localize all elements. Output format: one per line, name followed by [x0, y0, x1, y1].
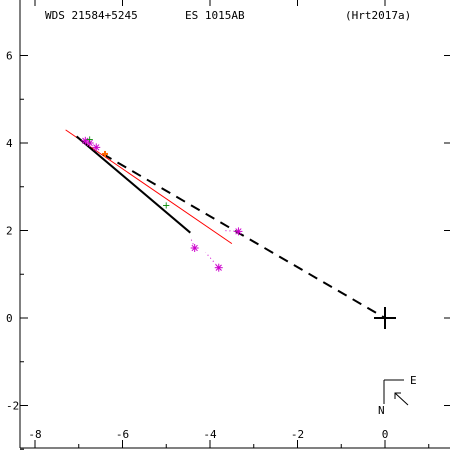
- header-reference: (Hrt2017a): [345, 9, 412, 22]
- x-tick-label: -8: [28, 428, 41, 441]
- plot-frame: [19, 0, 450, 449]
- motion-arrow-shaft: [394, 392, 409, 406]
- compass-north-label: N: [378, 404, 385, 417]
- observation-point: [214, 263, 223, 272]
- motion-arrow-head: [394, 392, 401, 399]
- header-discoverer: ES 1015AB: [185, 9, 245, 22]
- observation-point: [190, 244, 199, 252]
- y-tick-label: 6: [6, 50, 13, 63]
- y-tick-label: 4: [6, 137, 13, 150]
- observation-green: +: [85, 135, 93, 146]
- x-tick-label: -6: [116, 428, 129, 441]
- observation-orange: [102, 150, 108, 157]
- y-tick-label: 0: [6, 312, 13, 325]
- observation-point: [234, 227, 243, 236]
- x-tick-label: -4: [203, 428, 217, 441]
- y-tick-label: 2: [6, 225, 13, 238]
- fit-line: [65, 129, 233, 245]
- observation-point: [92, 143, 101, 152]
- observation-green: +: [162, 200, 170, 211]
- orbit-arc: [75, 135, 191, 234]
- observation-point: [81, 136, 90, 145]
- plot-series: ++: [65, 129, 396, 329]
- header-wds: WDS 21584+5245: [45, 9, 138, 22]
- x-tick-label: 0: [382, 428, 389, 441]
- residual-line: [205, 252, 220, 269]
- x-tick-label: -2: [291, 428, 304, 441]
- y-tick-label: -2: [6, 400, 19, 413]
- residual-line: [223, 230, 239, 232]
- compass-indicator: EN: [378, 374, 417, 417]
- dashed-node-line: [102, 153, 386, 319]
- compass-east-label: E: [410, 374, 417, 387]
